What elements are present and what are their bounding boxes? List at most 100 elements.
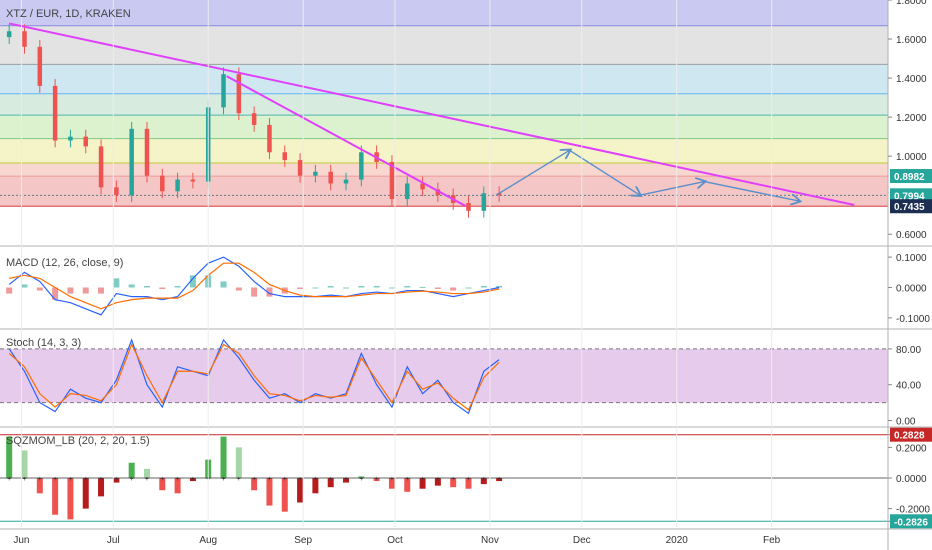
price-tag: 0.7994 [894,191,925,202]
fib-band [0,115,888,139]
y-tick-label: 0.00 [896,417,916,428]
sqz-cross-marker: + [329,476,333,483]
price-tag-bg [890,188,932,203]
candle-body [68,136,73,141]
sqz-cross-marker: + [160,476,164,483]
macd-histogram-bar [52,287,59,300]
projection-arrow [569,149,640,195]
candle-body [282,152,288,161]
sqz-cross-marker: + [237,476,241,483]
macd-histogram-bar [465,287,472,289]
y-tick-label: 1.8000 [896,0,927,7]
trendline [8,22,855,206]
macd-legend: MACD (12, 26, close, 9) [6,257,123,269]
stoch-d-line [8,342,500,411]
y-tick-label: 80.00 [896,345,921,356]
sqz-level-tag: -0.2826 [894,517,928,528]
candle-body [22,31,27,47]
macd-histogram-bar [189,275,196,288]
y-tick-label: 1.6000 [896,35,927,46]
sqz-cross-marker: + [114,476,118,483]
sqz-cross-marker: + [191,476,195,483]
candle-body [236,74,242,114]
y-tick-label: 1.2000 [896,113,927,124]
candle-body [328,171,333,184]
fib-band [0,25,888,65]
sqz-cross-marker: + [7,476,11,483]
y-tick-label: 0.6000 [896,230,927,241]
sqz-histogram-bar [496,478,503,482]
candle-body [313,171,318,176]
sqz-cross-marker: + [22,476,26,483]
x-tick-label: Oct [387,535,403,546]
sqz-histogram-bar [419,478,426,489]
sqz-histogram-bar [312,478,319,494]
sqz-cross-marker: + [252,476,256,483]
sqz-cross-marker: + [267,476,271,483]
sqz-cross-marker: + [405,476,409,483]
candle-body [6,31,12,38]
macd-histogram-bar [297,287,304,290]
y-tick-label: -0.1000 [896,314,930,325]
candle-body [190,179,196,182]
macd-histogram-bar [251,287,258,297]
y-tick-label: -0.2000 [896,505,930,516]
sqz-level-tag: 0.2828 [894,431,925,442]
macd-histogram-bar [373,285,380,288]
macd-histogram-bar [235,287,242,291]
macd-histogram-bar [21,284,28,288]
sqz-histogram-bar [52,478,59,515]
sqz-cross-marker: + [99,476,103,483]
candle-body [251,113,257,125]
candle-body [37,46,43,86]
macd-histogram-bar [343,287,350,289]
sqz-cross-marker: + [130,476,134,483]
candle-body [481,193,487,211]
sqz-cross-marker: + [38,476,42,483]
price-pane[interactable] [0,0,888,218]
sqz-histogram-bar [143,468,150,478]
candle-body [114,187,119,196]
y-tick-label: 0.0000 [896,474,927,485]
candle-body [420,183,425,190]
sqz-histogram-bar [128,462,135,478]
sqz-histogram-bar [174,478,181,494]
sqz-histogram-bar [450,478,457,488]
time-axis[interactable]: Jun Jul Aug Sep Oct Nov Dec 2020 Feb [13,0,781,546]
candle-body [52,85,58,141]
macd-histogram-bar [143,285,150,288]
sqz-level-tag-bg [890,514,932,529]
y-tick-label: 1.4000 [896,74,927,85]
sqz-histogram-bar [36,478,43,494]
sqz-histogram-bar [21,450,28,478]
sqz-cross-marker: + [359,476,363,483]
fib-band [0,64,888,94]
sqz-cross-marker: + [176,476,180,483]
sqz-histogram-bar [388,478,395,489]
y-tick-label: 0.0000 [896,284,927,295]
y-tick-label: 1.0000 [896,152,927,163]
macd-histogram-bar [496,285,503,288]
price-tag-bg [890,169,932,184]
x-tick-label: Nov [481,535,499,546]
sqz-histogram-bar [251,478,258,491]
sqzmom-pane[interactable]: +++++++++++++++++++++++++++++++++ [0,434,888,522]
sqz-histogram-bar [189,478,196,482]
stoch-band [0,348,888,403]
macd-histogram-bar [480,285,487,288]
candle-body [343,179,349,184]
candle-body [359,152,364,180]
stoch-pane[interactable] [0,338,888,415]
sqz-histogram-bar [235,447,242,478]
sqz-histogram-bar [82,478,89,509]
macd-histogram-bar [404,285,411,288]
macd-histogram-bar [6,287,13,294]
macd-histogram-bar [388,287,395,289]
y-tick-label: 40.00 [896,381,921,392]
fib-band [0,162,888,177]
sqz-histogram-bar [373,478,380,482]
candle-body [405,183,410,200]
projection-arrow [704,180,799,202]
